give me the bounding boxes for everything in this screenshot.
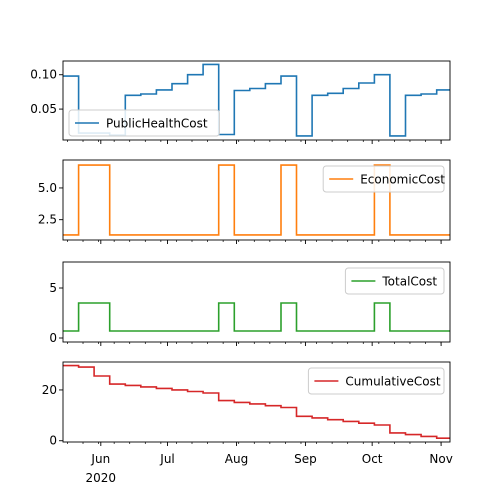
axes-frame	[62, 60, 451, 141]
legend-box	[344, 267, 445, 295]
legend: EconomicCost	[322, 165, 445, 193]
x-tick-label: Sep	[294, 452, 317, 466]
subplot-4: 0 20 CumulativeCost	[42, 361, 451, 448]
x-tick-sublabel: 2020	[86, 471, 117, 485]
legend-label: PublicHealthCost	[106, 117, 208, 131]
legend-label: TotalCost	[381, 275, 437, 289]
y-tick-label: 0.10	[30, 68, 57, 82]
series-line-totalcost	[63, 302, 450, 332]
x-tick-label: Nov	[429, 452, 452, 466]
legend-label: CumulativeCost	[345, 375, 440, 389]
series-line-economiccost	[63, 164, 450, 236]
legend-box	[307, 367, 445, 395]
series-line-publichealthcost	[63, 63, 450, 137]
y-tick-label: 2.5	[38, 213, 57, 227]
legend: TotalCost	[344, 267, 445, 295]
x-tick-label: Aug	[225, 452, 248, 466]
y-tick-label: 20	[42, 383, 57, 397]
legend-box	[68, 109, 220, 137]
x-tick-label: Jul	[159, 452, 174, 466]
y-tick-label: 5	[49, 281, 57, 295]
x-tick-label: Jun	[90, 452, 110, 466]
axes-frame	[62, 261, 451, 343]
legend-box	[322, 165, 445, 193]
y-tick-label: 0	[49, 434, 57, 448]
subplot-1: 0.05 0.10 PublicHealthCost	[30, 60, 451, 144]
legend-label: EconomicCost	[360, 173, 445, 187]
x-tick-label: Oct	[362, 452, 383, 466]
axes-frame	[62, 159, 451, 241]
legend: PublicHealthCost	[68, 109, 220, 137]
y-tick-label: 5.0	[38, 181, 57, 195]
axes-frame	[62, 361, 451, 443]
y-tick-label: 0	[49, 331, 57, 345]
legend: CumulativeCost	[307, 367, 445, 395]
y-tick-label: 0.05	[30, 102, 57, 116]
subplot-3: 0 5 TotalCost	[49, 261, 451, 346]
subplot-2: 2.5 5.0 EconomicCost	[38, 159, 451, 244]
series-line-cumulativecost	[63, 364, 450, 440]
